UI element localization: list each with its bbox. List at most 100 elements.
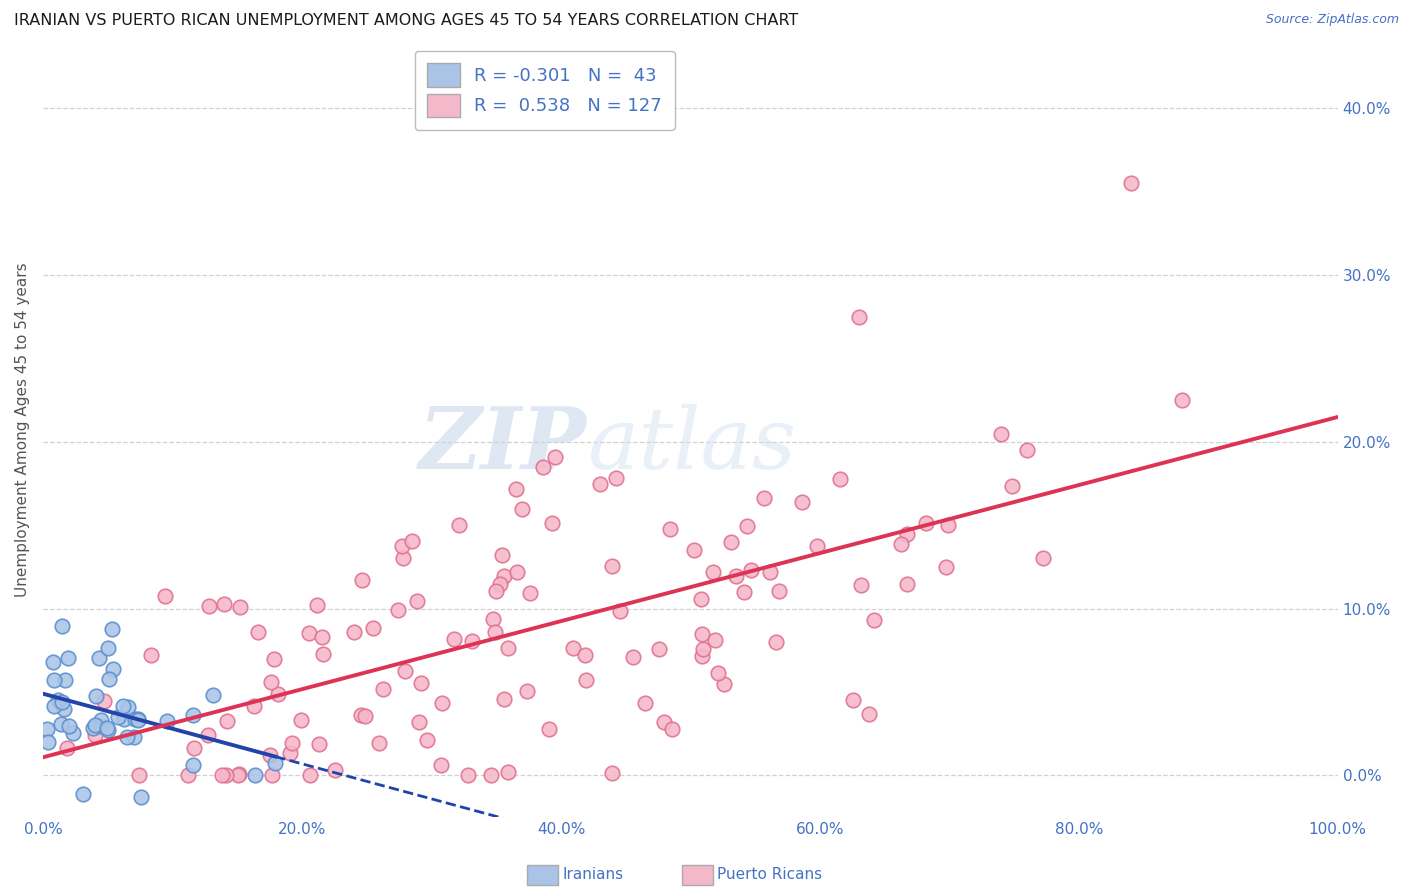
Point xyxy=(214,768,236,782)
Point xyxy=(806,540,828,554)
Point xyxy=(117,730,139,744)
Point xyxy=(181,708,204,723)
Point xyxy=(280,746,302,760)
Point xyxy=(574,648,596,662)
Point xyxy=(457,768,479,782)
Point xyxy=(156,714,179,728)
Point xyxy=(1001,479,1024,493)
Point xyxy=(443,632,465,646)
Point xyxy=(84,690,107,704)
Text: Iranians: Iranians xyxy=(562,867,623,881)
Point xyxy=(406,594,429,608)
Point xyxy=(280,736,302,750)
Point xyxy=(98,672,121,686)
Point xyxy=(863,613,886,627)
Point xyxy=(53,673,76,688)
Point xyxy=(768,584,790,599)
Point xyxy=(589,476,612,491)
Point xyxy=(792,494,814,508)
Point xyxy=(243,698,266,713)
Point xyxy=(609,604,631,618)
Point xyxy=(62,726,84,740)
Point xyxy=(484,583,506,598)
Point xyxy=(690,626,713,640)
Point xyxy=(58,651,80,665)
Text: atlas: atlas xyxy=(586,403,796,486)
Point xyxy=(690,592,713,607)
Point xyxy=(890,537,912,551)
Point xyxy=(661,722,683,736)
Point xyxy=(896,527,918,541)
Point xyxy=(97,641,120,656)
Point xyxy=(127,712,149,726)
Point xyxy=(707,666,730,681)
Point xyxy=(754,491,776,505)
Point xyxy=(101,622,124,636)
Point xyxy=(51,695,73,709)
Point xyxy=(540,516,562,530)
Point xyxy=(101,662,124,676)
Point xyxy=(447,518,470,533)
Point xyxy=(531,460,554,475)
Point xyxy=(401,533,423,548)
Point xyxy=(990,426,1012,441)
Point xyxy=(408,714,430,729)
Point xyxy=(290,713,312,727)
Point xyxy=(692,641,714,656)
Point xyxy=(361,621,384,635)
Point xyxy=(246,624,269,639)
Point xyxy=(652,714,675,729)
Point xyxy=(914,516,936,530)
Point xyxy=(228,766,250,780)
Point xyxy=(740,563,762,577)
Point xyxy=(307,599,329,613)
Point xyxy=(830,472,852,486)
Point xyxy=(201,689,224,703)
Point xyxy=(519,586,541,600)
Point xyxy=(896,577,918,591)
Point xyxy=(82,721,104,735)
Point xyxy=(516,684,538,698)
Point xyxy=(211,768,233,782)
Point xyxy=(1171,393,1194,408)
Point xyxy=(177,768,200,782)
Point xyxy=(107,710,129,724)
Point xyxy=(851,577,873,591)
Point xyxy=(58,718,80,732)
Point xyxy=(692,648,714,663)
Point xyxy=(90,713,112,727)
Point xyxy=(260,675,283,690)
Point xyxy=(117,700,139,714)
Point xyxy=(51,717,73,731)
Point xyxy=(735,518,758,533)
Point xyxy=(648,642,671,657)
Text: Puerto Ricans: Puerto Ricans xyxy=(717,867,823,881)
Point xyxy=(658,522,681,536)
Point xyxy=(97,723,120,738)
Point xyxy=(111,699,134,714)
Text: IRANIAN VS PUERTO RICAN UNEMPLOYMENT AMONG AGES 45 TO 54 YEARS CORRELATION CHART: IRANIAN VS PUERTO RICAN UNEMPLOYMENT AMO… xyxy=(14,13,799,29)
Point xyxy=(392,551,415,566)
Point xyxy=(96,721,118,735)
Point xyxy=(488,577,510,591)
Point xyxy=(600,558,623,573)
Point xyxy=(506,566,529,580)
Point xyxy=(37,735,59,749)
Point xyxy=(153,589,176,603)
Point xyxy=(510,501,533,516)
Point xyxy=(621,649,644,664)
Point xyxy=(217,714,239,729)
Point xyxy=(496,765,519,780)
Legend: R = -0.301   N =  43, R =  0.538   N = 127: R = -0.301 N = 43, R = 0.538 N = 127 xyxy=(415,51,675,129)
Point xyxy=(42,655,65,669)
Point xyxy=(409,675,432,690)
Point xyxy=(841,693,863,707)
Point xyxy=(482,612,505,626)
Point xyxy=(197,728,219,742)
Point xyxy=(734,585,756,599)
Point xyxy=(83,728,105,742)
Point xyxy=(343,625,366,640)
Point xyxy=(484,624,506,639)
Point xyxy=(48,692,70,706)
Point xyxy=(720,534,742,549)
